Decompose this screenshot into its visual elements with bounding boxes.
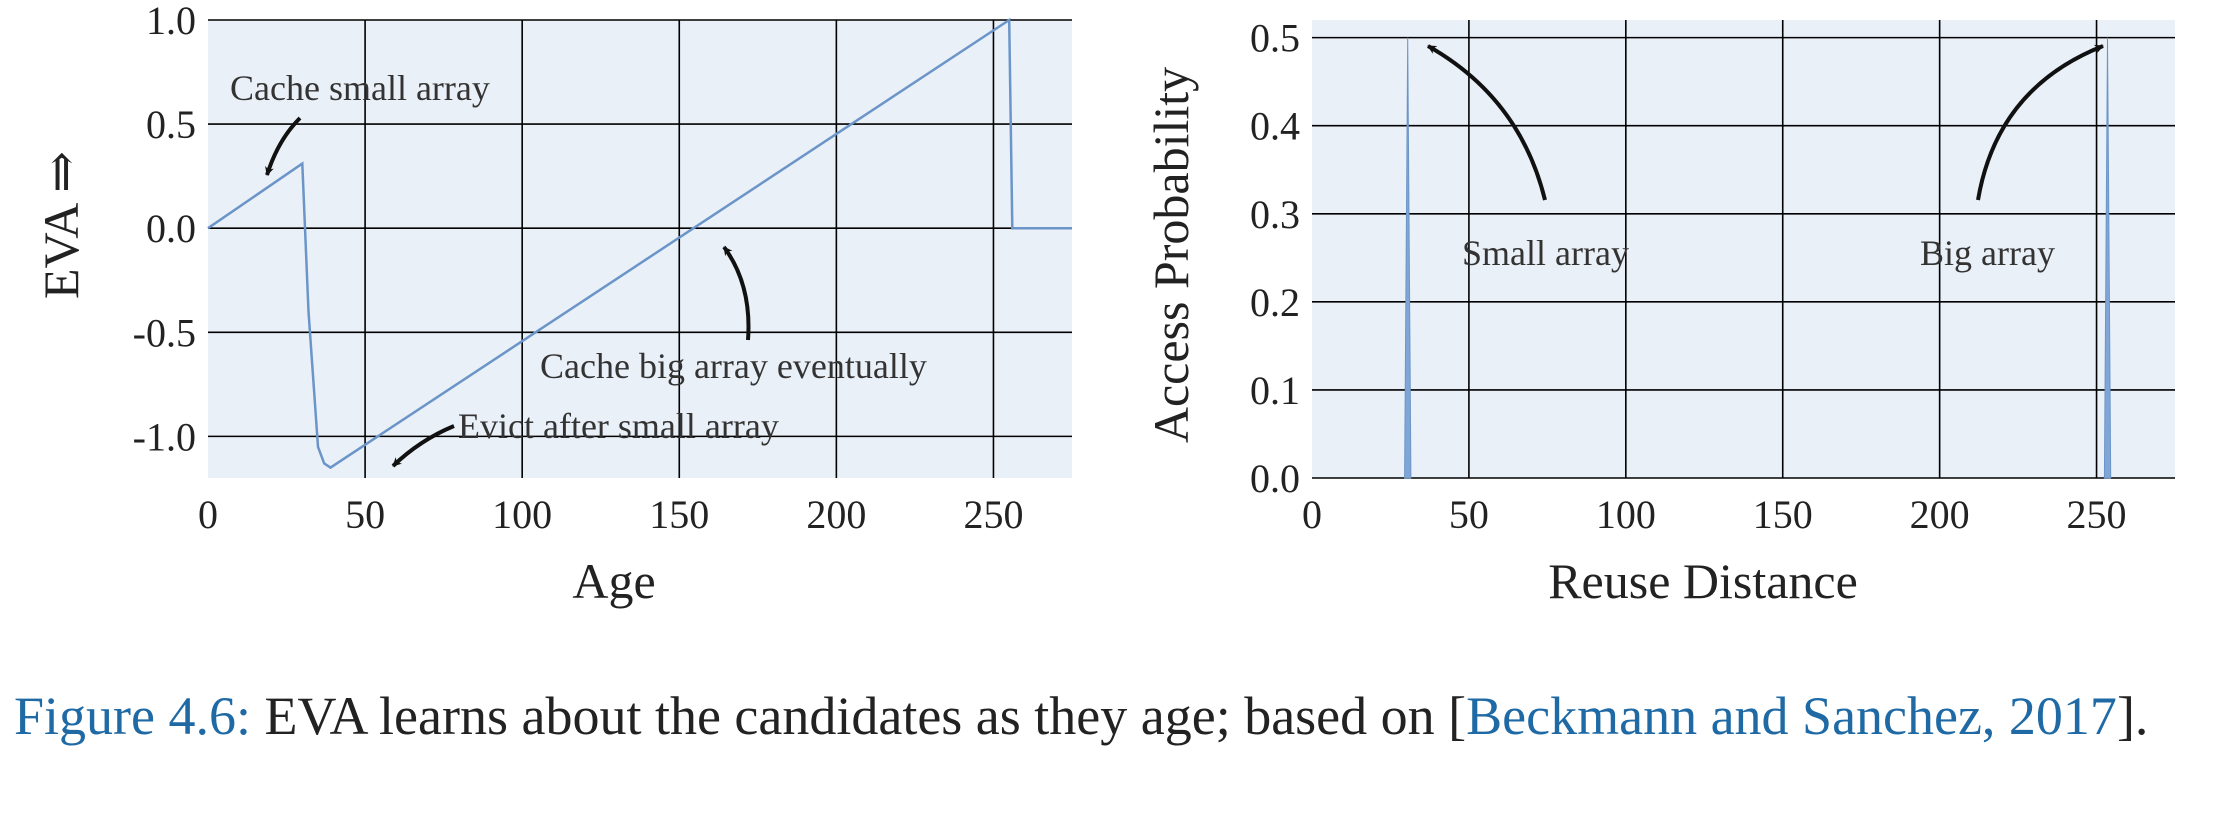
figure-caption: Figure 4.6: EVA learns about the candida… [14, 683, 2214, 749]
eva-chart: 1.00.50.0-0.5-1.0 0 50 100 150 200 250 EVA ⇒ … [33, 0, 1072, 609]
caption-end: ]. [2116, 686, 2149, 746]
access-ytick-label: 0.4 [1250, 104, 1300, 149]
access-y-axis-label: Access Probability [1143, 67, 1199, 443]
access-x-axis-label: Reuse Distance [1548, 553, 1858, 609]
access-x-tick-labels: 0 50 100 150 200 250 [1302, 492, 2127, 537]
access-ytick-label: 0.2 [1250, 280, 1300, 325]
eva-xtick-label: 150 [649, 492, 709, 537]
annotation-evict-after-small-array: Evict after small array [458, 406, 779, 446]
access-ytick-label: 0.1 [1250, 368, 1300, 413]
eva-y-tick-labels: 1.0 0.5 0.0 -0.5 -1.0 [133, 0, 196, 459]
eva-ytick-label: 0.5 [146, 102, 196, 147]
eva-gridlines [208, 19, 1072, 478]
eva-xtick-label: 50 [345, 492, 385, 537]
access-xtick-label: 150 [1753, 492, 1813, 537]
big-array-spike [2103, 37, 2112, 479]
access-ytick-label: 0.3 [1250, 192, 1300, 237]
access-probability-chart: 0.5 0.4 0.3 0.2 0.1 0.0 0 50 100 150 200 250 Acces… [1143, 16, 2175, 609]
arrow-evict-after-small-array [391, 424, 455, 468]
eva-xtick-label: 200 [806, 492, 866, 537]
access-xtick-label: 100 [1596, 492, 1656, 537]
access-xtick-label: 0 [1302, 492, 1322, 537]
eva-ytick-label: 1.0 [146, 0, 196, 43]
eva-x-axis-label: Age [572, 553, 655, 609]
access-gridlines [1312, 20, 2175, 479]
arrow-cache-small-array [265, 116, 302, 176]
eva-curve [207, 17, 1072, 470]
caption-label: Figure 4.6: [14, 686, 251, 746]
caption-citation-link[interactable]: Beckmann and Sanchez, 2017 [1466, 686, 2117, 746]
eva-xtick-label: 100 [492, 492, 552, 537]
annotation-small-array: Small array [1462, 233, 1629, 273]
caption-text: EVA learns about the candidates as they … [251, 686, 1467, 746]
annotation-cache-small-array: Cache small array [230, 68, 490, 108]
eva-y-axis-label: EVA ⇒ [33, 151, 89, 299]
annotation-big-array: Big array [1920, 233, 2055, 273]
access-ytick-label: 0.0 [1250, 456, 1300, 501]
access-xtick-label: 50 [1449, 492, 1489, 537]
eva-xtick-label: 0 [198, 492, 218, 537]
access-xtick-label: 250 [2067, 492, 2127, 537]
annotation-cache-big-array: Cache big array eventually [540, 346, 927, 386]
access-y-tick-labels: 0.5 0.4 0.3 0.2 0.1 0.0 [1250, 16, 1300, 501]
eva-xtick-label: 250 [963, 492, 1023, 537]
small-array-spike [1404, 37, 1412, 479]
eva-ytick-label: 0.0 [146, 206, 196, 251]
access-plot-background [1312, 20, 2175, 478]
eva-x-tick-labels: 0 50 100 150 200 250 [198, 492, 1023, 537]
arrow-small-array [1427, 44, 1547, 201]
arrow-big-array [1976, 44, 2104, 201]
eva-ytick-label: -0.5 [133, 310, 196, 355]
arrow-cache-big-array [722, 245, 751, 341]
eva-plot-background [208, 20, 1072, 478]
access-xtick-label: 200 [1910, 492, 1970, 537]
access-ytick-label: 0.5 [1250, 16, 1300, 61]
eva-ytick-label: -1.0 [133, 414, 196, 459]
